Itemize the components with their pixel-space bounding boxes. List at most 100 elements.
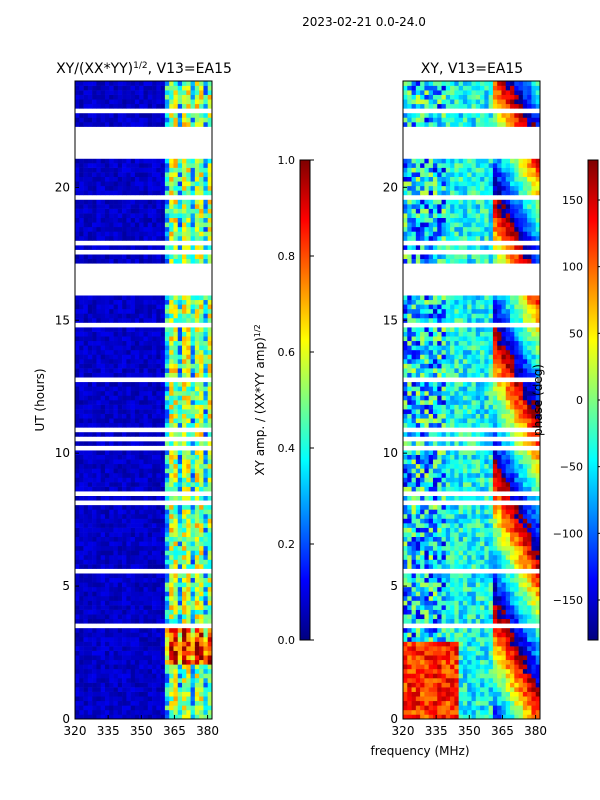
heatmap-cell <box>407 532 412 538</box>
heatmap-cell <box>96 226 101 232</box>
heatmap-cell <box>117 217 123 223</box>
heatmap-cell <box>104 354 110 360</box>
heatmap-cell <box>199 618 204 624</box>
heatmap-cell <box>492 655 498 661</box>
heatmap-cell <box>535 655 541 661</box>
heatmap-cell <box>92 81 97 86</box>
heatmap-cell <box>531 595 537 601</box>
heatmap-cell <box>79 181 84 187</box>
heatmap-cell <box>454 582 459 588</box>
heatmap-cell <box>104 122 110 127</box>
heatmap-cell <box>199 99 204 105</box>
heatmap-cell <box>87 103 93 109</box>
heatmap-cell <box>152 349 157 355</box>
heatmap-cell <box>480 550 485 556</box>
heatmap-cell <box>92 117 97 123</box>
heatmap-cell <box>87 413 93 419</box>
heatmap-cell <box>445 605 451 610</box>
heatmap-cell <box>471 595 477 601</box>
heatmap-cell <box>497 554 502 560</box>
heatmap-cell <box>173 632 179 638</box>
heatmap-cell <box>169 504 174 510</box>
heatmap-cell <box>177 336 183 342</box>
heatmap-cell <box>117 390 123 396</box>
heatmap-cell <box>109 527 114 533</box>
heatmap-cell <box>143 477 149 483</box>
heatmap-cell <box>130 705 136 711</box>
heatmap-cell <box>450 618 455 624</box>
heatmap-cell <box>475 595 481 601</box>
heatmap-cell <box>199 185 204 191</box>
heatmap-cell <box>104 468 110 474</box>
heatmap-cell <box>186 687 191 692</box>
heatmap-cell <box>109 404 114 410</box>
heatmap-cell <box>75 226 80 232</box>
heatmap-cell <box>147 714 153 720</box>
heatmap-cell <box>143 395 149 401</box>
heatmap-cell <box>173 317 179 323</box>
heatmap-cell <box>518 705 524 711</box>
heatmap-cell <box>109 258 114 264</box>
heatmap-cell <box>156 559 161 565</box>
heatmap-cell <box>152 441 157 446</box>
heatmap-cell <box>424 532 429 538</box>
heatmap-cell <box>420 636 425 642</box>
heatmap-cell <box>79 222 84 228</box>
heatmap-cell <box>164 605 170 610</box>
heatmap-cell <box>437 609 442 615</box>
heatmap-cell <box>173 463 179 469</box>
heatmap-cell <box>92 304 97 310</box>
heatmap-cell <box>432 577 438 583</box>
heatmap-cell <box>100 213 106 219</box>
heatmap-cell <box>194 409 200 414</box>
heatmap-cell <box>156 605 161 610</box>
heatmap-cell <box>510 687 515 692</box>
heatmap-cell <box>207 696 213 702</box>
heatmap-cell <box>501 668 507 674</box>
heatmap-cell <box>79 395 84 401</box>
heatmap-cell <box>109 564 114 569</box>
heatmap-cell <box>143 691 149 697</box>
heatmap-cell <box>79 668 84 674</box>
heatmap-cell <box>403 682 408 688</box>
heatmap-cell <box>488 609 494 615</box>
heatmap-cell <box>173 664 179 670</box>
heatmap-cell <box>92 363 97 369</box>
heatmap-cell <box>134 696 140 702</box>
heatmap-cell <box>471 559 477 565</box>
heatmap-cell <box>514 632 519 638</box>
heatmap-cell <box>130 409 136 414</box>
heatmap-cell <box>182 245 187 250</box>
heatmap-cell <box>130 217 136 223</box>
heatmap-cell <box>160 513 166 519</box>
heatmap-cell <box>173 482 179 487</box>
heatmap-cell <box>130 226 136 232</box>
heatmap-cell <box>424 659 429 665</box>
heatmap-cell <box>484 554 489 560</box>
heatmap-cell <box>182 103 187 109</box>
heatmap-cell <box>203 646 209 651</box>
heatmap-cell <box>203 463 209 469</box>
heatmap-cell <box>87 687 93 692</box>
heatmap-cell <box>147 614 153 620</box>
heatmap-cell <box>92 550 97 556</box>
heatmap-cell <box>164 372 170 378</box>
heatmap-cell <box>147 158 153 164</box>
heatmap-cell <box>83 94 89 100</box>
heatmap-cell <box>113 368 119 373</box>
heatmap-cell <box>109 486 114 492</box>
heatmap-cell <box>164 527 170 533</box>
heatmap-cell <box>147 591 153 597</box>
heatmap-cell <box>100 317 106 323</box>
heatmap-cell <box>122 668 127 674</box>
heatmap-cell <box>160 381 166 387</box>
heatmap-cell <box>441 573 447 579</box>
heatmap-cell <box>462 659 468 665</box>
heatmap-cell <box>147 258 153 264</box>
heatmap-cell <box>83 509 89 515</box>
heatmap-cell <box>100 172 106 177</box>
heatmap-cell <box>134 354 140 360</box>
heatmap-cell <box>75 400 80 405</box>
heatmap-cell <box>173 609 179 615</box>
heatmap-cell <box>194 99 200 105</box>
